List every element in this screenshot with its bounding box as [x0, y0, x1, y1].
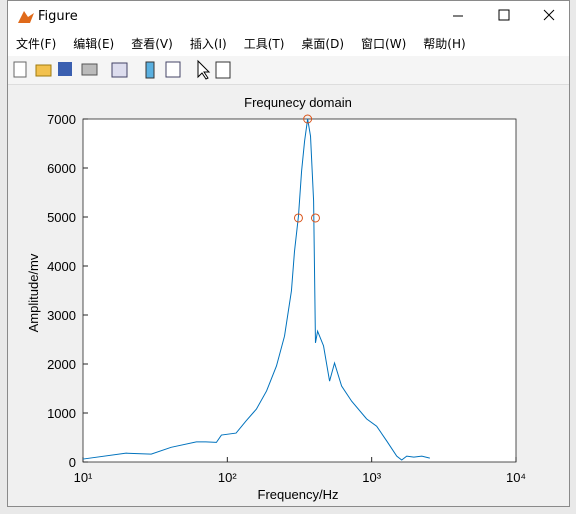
- menu-item[interactable]: 帮助(H): [423, 37, 466, 51]
- menu-item[interactable]: 工具(T): [243, 37, 285, 51]
- menu-item[interactable]: 窗口(W): [361, 37, 407, 51]
- x-tick-label: 10²: [218, 470, 237, 485]
- x-tick-label: 10⁴: [506, 470, 526, 485]
- figure-window: Figure 文件(F) 编辑(E) 查看(V) 插入(I) 工具(T) 桌面(D) 窗口(…: [7, 0, 570, 507]
- y-tick-label: 7000: [47, 112, 76, 127]
- marker: [303, 114, 313, 124]
- chart-title: Frequnecy domain: [244, 95, 352, 110]
- menu-item[interactable]: 插入(I): [189, 37, 227, 51]
- window-controls[interactable]: [449, 1, 569, 32]
- menu-bar: 文件(F) 编辑(E) 查看(V) 插入(I) 工具(T) 桌面(D) 窗口(W) 帮助(H): [8, 32, 569, 56]
- window-title: Figure: [38, 9, 78, 24]
- marker: [310, 213, 320, 223]
- y-tick-label: 3000: [47, 308, 76, 323]
- y-tick-label: 1000: [47, 406, 76, 421]
- x-tick-label: 10¹: [74, 470, 93, 485]
- plot-area: [82, 118, 517, 463]
- y-tick-label: 5000: [47, 210, 76, 225]
- title-bar: Figure: [8, 1, 569, 32]
- y-axis-label: Amplitude/mv: [26, 253, 41, 332]
- data-line: [82, 118, 430, 461]
- x-tick-label: 10³: [362, 470, 381, 485]
- menu-item[interactable]: 查看(V): [131, 37, 173, 51]
- y-tick-label: 6000: [47, 161, 76, 176]
- marker: [293, 213, 303, 223]
- y-tick-label: 2000: [47, 357, 76, 372]
- menu-item[interactable]: 编辑(E): [73, 37, 115, 51]
- toolbar: [8, 56, 569, 85]
- y-tick-label: 0: [69, 455, 76, 470]
- menu-item[interactable]: 文件(F): [16, 37, 57, 51]
- menu-item[interactable]: 桌面(D): [301, 37, 345, 51]
- y-tick-label: 4000: [47, 259, 76, 274]
- app-icon: [18, 11, 34, 23]
- toolbar-icons[interactable]: [8, 56, 248, 84]
- chart: Frequnecy domain Frequency/Hz Amplitude/…: [26, 95, 526, 502]
- x-axis-label: Frequency/Hz: [258, 487, 339, 502]
